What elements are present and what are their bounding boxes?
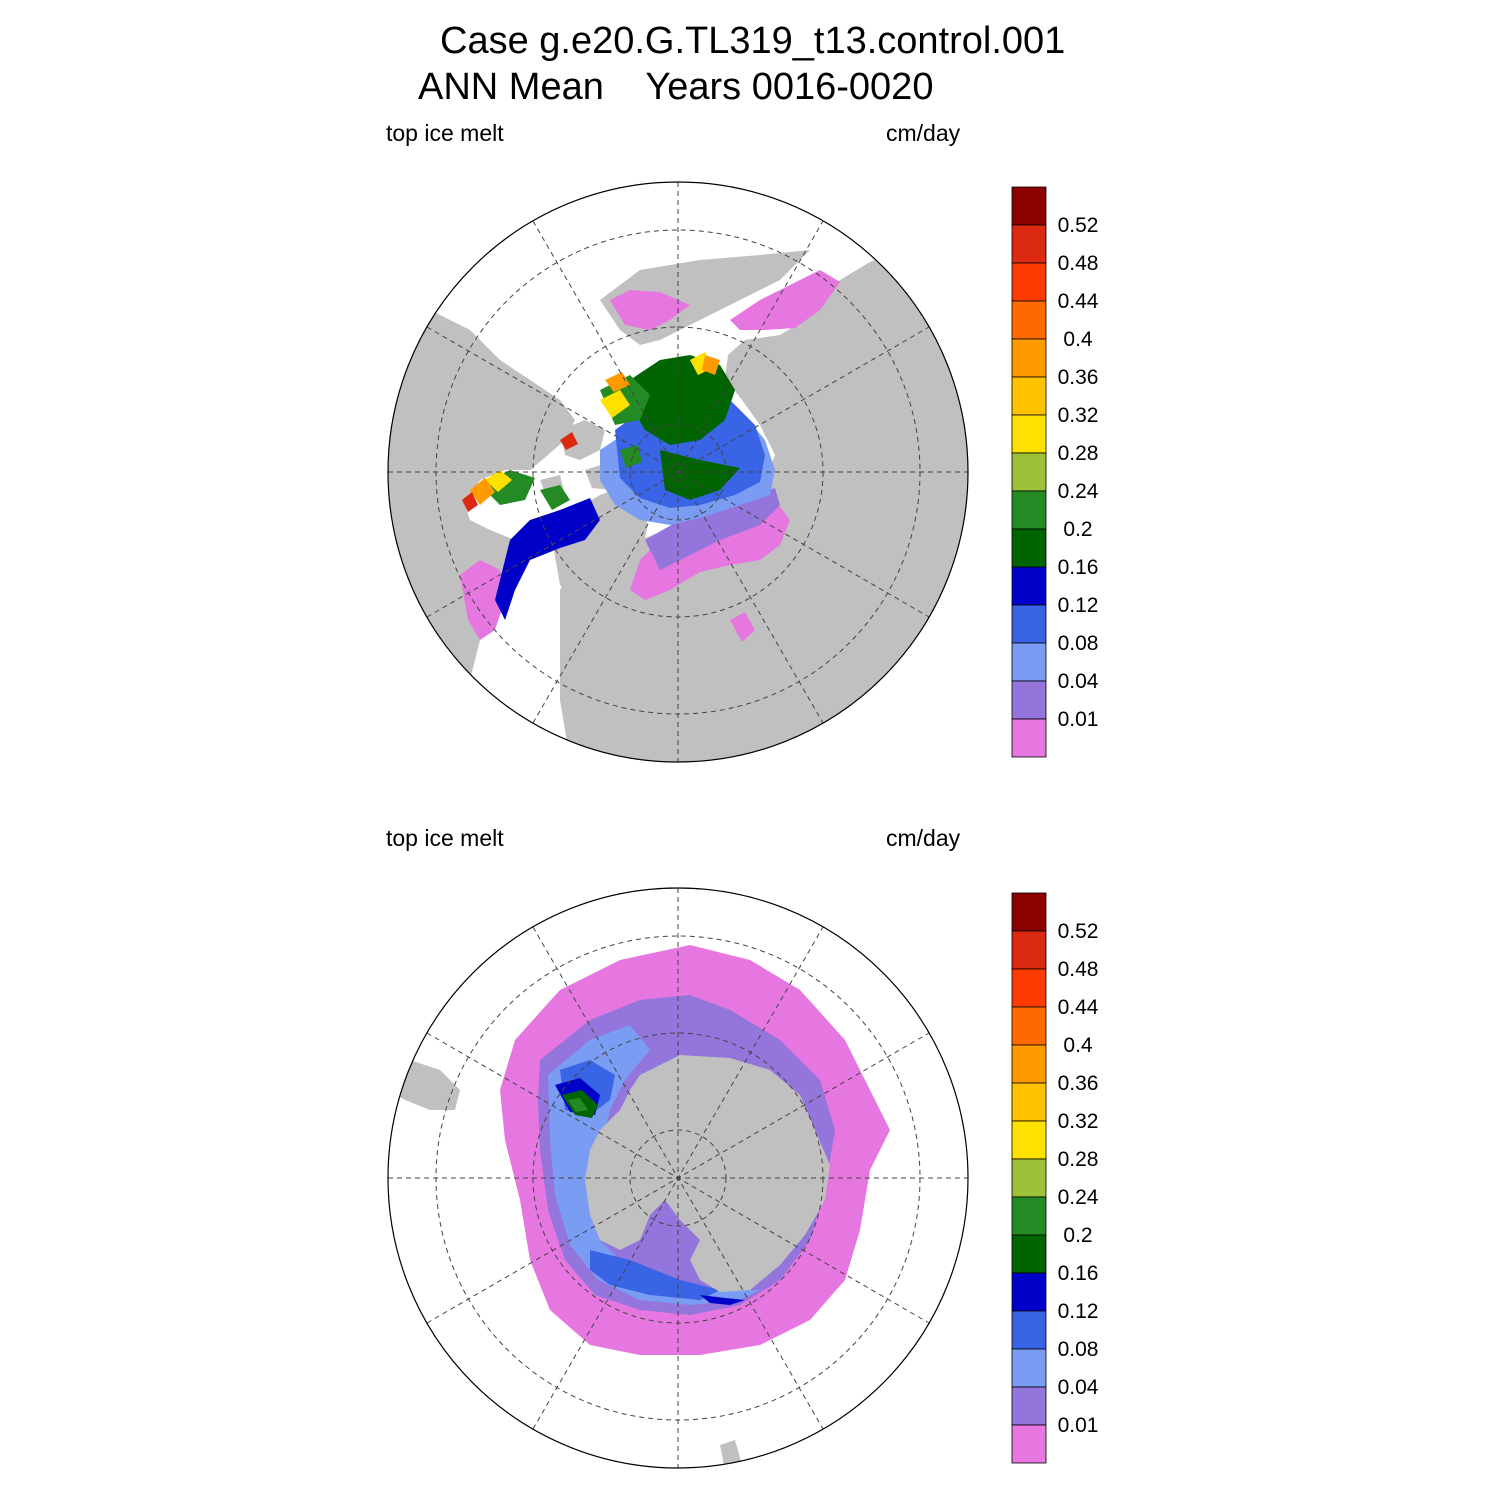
north-colorbar-swatch xyxy=(1011,490,1047,530)
south-polar-map xyxy=(387,887,969,1469)
south-melt-green xyxy=(568,1098,588,1112)
north-colorbar-swatch xyxy=(1011,680,1047,720)
north-melt-darkblue xyxy=(495,498,600,620)
south-colorbar-swatch xyxy=(1011,1120,1047,1160)
north-colorbar-swatch xyxy=(1011,224,1047,264)
south-land-antarctica xyxy=(585,1055,830,1292)
north-colorbar-tick-label: 0.12 xyxy=(1058,594,1099,617)
north-panel-variable-label: top ice melt xyxy=(386,120,504,146)
south-colorbar-swatch xyxy=(1011,968,1047,1008)
south-colorbar-tick-label: 0.52 xyxy=(1058,920,1099,943)
south-colorbar-tick-label: 0.24 xyxy=(1058,1186,1099,1209)
north-colorbar-tick-label: 0.28 xyxy=(1058,442,1099,465)
north-melt-pink-bering xyxy=(610,270,840,330)
south-colorbar-tick-label: 0.01 xyxy=(1058,1414,1099,1437)
north-colorbar-tick-label: 0.44 xyxy=(1058,290,1099,313)
figure-title-line1: Case g.e20.G.TL319_t13.control.001 xyxy=(440,20,1066,62)
north-colorbar-swatch xyxy=(1011,642,1047,682)
north-colorbar-swatch xyxy=(1011,186,1047,226)
south-colorbar-tick-label: 0.04 xyxy=(1058,1376,1099,1399)
north-colorbar-tick-label: 0.48 xyxy=(1058,252,1099,275)
south-colorbar-swatch xyxy=(1011,1272,1047,1312)
north-colorbar-tick-label: 0.32 xyxy=(1058,404,1099,427)
south-colorbar-swatch xyxy=(1011,1196,1047,1236)
south-colorbar-swatch xyxy=(1011,930,1047,970)
south-colorbar-swatch xyxy=(1011,1348,1047,1388)
south-colorbar-swatch xyxy=(1011,1158,1047,1198)
north-colorbar-swatch xyxy=(1011,604,1047,644)
north-land-scandinavia xyxy=(688,580,760,670)
north-melt-red xyxy=(462,432,578,512)
south-graticule xyxy=(388,888,968,1468)
north-melt-field xyxy=(460,270,840,642)
south-colorbar-tick-label: 0.4 xyxy=(1063,1034,1093,1057)
south-colorbar-tick-label: 0.08 xyxy=(1058,1338,1099,1361)
north-melt-purple xyxy=(645,488,780,570)
north-colorbar-swatch xyxy=(1011,262,1047,302)
south-colorbar-swatch xyxy=(1011,1424,1047,1464)
north-colorbar-tick-label: 0.4 xyxy=(1063,328,1093,351)
north-colorbar-swatch xyxy=(1011,566,1047,606)
north-panel-units-label: cm/day xyxy=(886,120,961,146)
north-melt-darkgreen xyxy=(630,355,740,500)
north-colorbar-swatch xyxy=(1011,452,1047,492)
south-map-border xyxy=(387,887,969,1469)
south-colorbar-tick-label: 0.28 xyxy=(1058,1148,1099,1171)
north-colorbar-tick-label: 0.24 xyxy=(1058,480,1099,503)
north-colorbar-swatch xyxy=(1011,414,1047,454)
south-colorbar-swatch xyxy=(1011,1006,1047,1046)
south-colorbar-swatch xyxy=(1011,1044,1047,1084)
south-colorbar-tick-label: 0.12 xyxy=(1058,1300,1099,1323)
north-colorbar-tick-label: 0.08 xyxy=(1058,632,1099,655)
north-colorbar-tick-label: 0.04 xyxy=(1058,670,1099,693)
south-colorbar-tick-label: 0.2 xyxy=(1063,1224,1092,1247)
north-melt-yellow xyxy=(485,352,712,492)
north-polar-map xyxy=(387,181,969,763)
south-colorbar-tick-label: 0.44 xyxy=(1058,996,1099,1019)
south-colorbar-swatch xyxy=(1011,1082,1047,1122)
north-colorbar-tick-label: 0.01 xyxy=(1058,708,1099,731)
south-panel-variable-label: top ice melt xyxy=(386,825,504,851)
north-melt-green-sliver xyxy=(540,445,642,510)
north-colorbar-swatch xyxy=(1011,338,1047,378)
south-colorbar: 0.52 0.48 0.44 0.4 0.36 0.32 0.28 0.24 0.2 0.16 0.… xyxy=(1011,892,1099,1464)
south-panel-units-label: cm/day xyxy=(886,825,961,851)
figure-title-line2: ANN Mean Years 0016-0020 xyxy=(418,66,934,108)
south-colorbar-tick-label: 0.48 xyxy=(1058,958,1099,981)
north-colorbar-swatch xyxy=(1011,300,1047,340)
south-colorbar-tick-label: 0.16 xyxy=(1058,1262,1099,1285)
north-colorbar-swatch xyxy=(1011,376,1047,416)
north-melt-pink-baffin xyxy=(460,560,755,642)
north-colorbar-tick-label: 0.52 xyxy=(1058,214,1099,237)
south-colorbar-swatch xyxy=(1011,1386,1047,1426)
north-colorbar-swatch xyxy=(1011,528,1047,568)
south-colorbar-tick-label: 0.36 xyxy=(1058,1072,1099,1095)
north-colorbar-swatch xyxy=(1011,718,1047,758)
north-colorbar: 0.52 0.48 0.44 0.4 0.36 0.32 0.28 0.24 0.2 0.16 0.… xyxy=(1011,186,1099,758)
south-colorbar-swatch xyxy=(1011,1234,1047,1274)
south-colorbar-swatch xyxy=(1011,1310,1047,1350)
north-colorbar-tick-label: 0.16 xyxy=(1058,556,1099,579)
south-colorbar-tick-label: 0.32 xyxy=(1058,1110,1099,1133)
north-map-border xyxy=(387,181,969,763)
north-graticule xyxy=(388,182,968,762)
north-colorbar-tick-label: 0.36 xyxy=(1058,366,1099,389)
north-colorbar-tick-label: 0.2 xyxy=(1063,518,1092,541)
south-colorbar-swatch xyxy=(1011,892,1047,932)
